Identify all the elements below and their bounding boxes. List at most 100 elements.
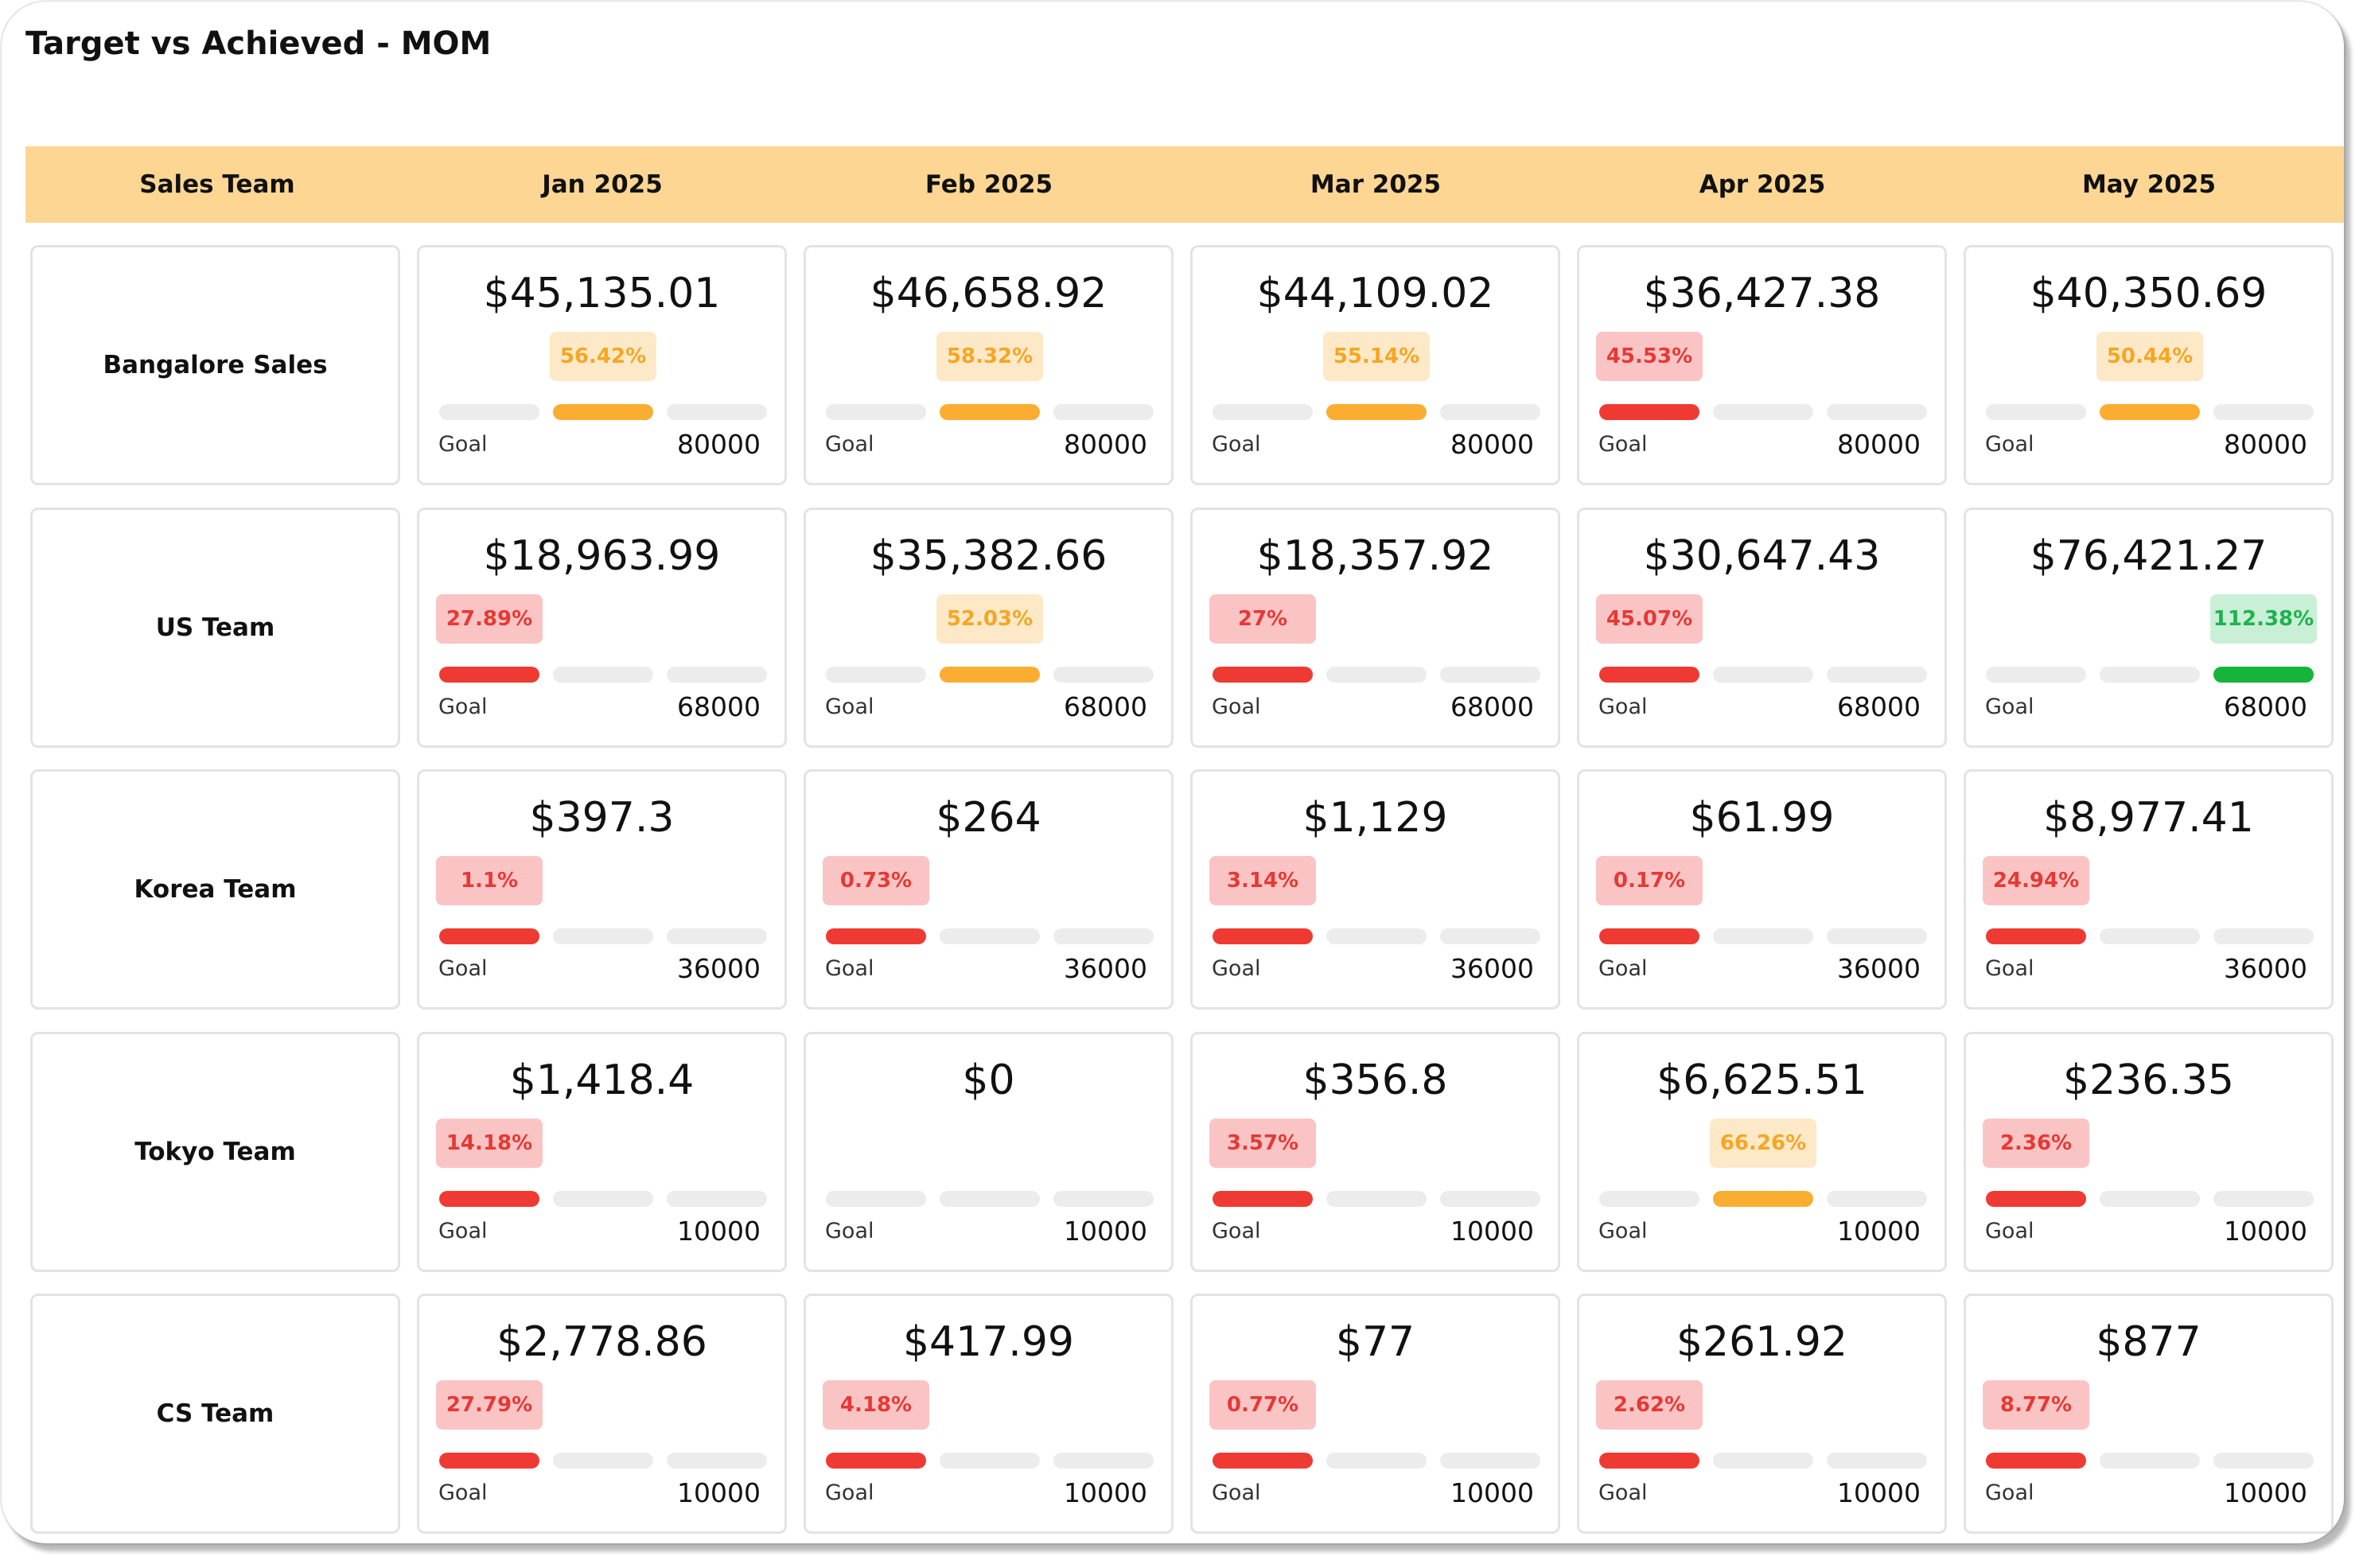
percent-badge: 45.07%: [1596, 594, 1703, 644]
metric-card: $77 0.77% Goal 10000: [1190, 1294, 1560, 1534]
metric-card: $46,658.92 58.32% Goal 80000: [804, 245, 1174, 485]
metric-card: $61.99 0.17% Goal 36000: [1577, 769, 1947, 1010]
progress-segment: [1326, 667, 1427, 683]
progress-segment: [826, 1191, 926, 1207]
progress-segment-active: [1599, 1453, 1699, 1469]
goal-value: 10000: [1064, 1216, 1147, 1247]
metric-card: $44,109.02 55.14% Goal 80000: [1190, 245, 1560, 485]
achieved-amount: $6,625.51: [1656, 1056, 1867, 1104]
achieved-amount: $45,135.01: [483, 270, 721, 317]
goal-value: 80000: [677, 429, 761, 460]
achieved-amount: $77: [1335, 1318, 1415, 1366]
progress-segment: [667, 667, 767, 683]
progress-segment: [1713, 928, 1813, 944]
achieved-amount: $236.35: [2062, 1056, 2235, 1104]
progress-segment: [940, 928, 1040, 944]
progress-segment-active: [439, 1453, 539, 1469]
achieved-amount: $1,418.4: [509, 1056, 695, 1104]
team-name-cell: Tokyo Team: [30, 1032, 400, 1272]
goal-label: Goal: [825, 1480, 874, 1505]
percent-badge: 24.94%: [1983, 856, 2089, 905]
achieved-amount: $0: [962, 1056, 1015, 1104]
metric-card: $30,647.43 45.07% Goal 68000: [1577, 508, 1947, 748]
goal-label: Goal: [1598, 1480, 1648, 1505]
progress-segment: [2100, 1453, 2200, 1469]
goal-value: 80000: [1450, 429, 1534, 460]
achieved-amount: $35,382.66: [870, 532, 1108, 580]
progress-segment: [1827, 1191, 1927, 1207]
progress-segment: [553, 667, 653, 683]
goal-value: 36000: [1064, 953, 1147, 984]
progress-segment: [1053, 928, 1154, 944]
metric-card: $0 Goal 10000: [804, 1032, 1174, 1272]
percent-badge: 0.77%: [1209, 1380, 1316, 1430]
goal-label: Goal: [1598, 695, 1648, 719]
dashboard-panel: Target vs Achieved - MOM Sales Team Jan …: [2, 2, 2344, 1543]
progress-segment: [1053, 667, 1154, 683]
goal-label: Goal: [1985, 1219, 2034, 1243]
percent-badge: 27.89%: [436, 594, 543, 644]
progress-segment-active: [2213, 667, 2314, 683]
percent-badge: 45.53%: [1596, 332, 1703, 381]
goal-value: 10000: [1450, 1216, 1534, 1247]
progress-segment-active: [826, 928, 926, 944]
progress-segment: [1986, 404, 2086, 420]
goal-value: 68000: [677, 691, 761, 722]
goal-label: Goal: [825, 956, 874, 981]
progress-segment-active: [940, 404, 1040, 420]
goal-value: 10000: [1064, 1477, 1147, 1508]
goal-label: Goal: [1212, 432, 1261, 457]
goal-value: 10000: [677, 1477, 761, 1508]
progress-segment-active: [439, 928, 539, 944]
progress-segment: [1326, 1191, 1427, 1207]
progress-segment: [1713, 404, 1813, 420]
metric-card: $6,625.51 66.26% Goal 10000: [1577, 1032, 1947, 1272]
metric-card: $1,129 3.14% Goal 36000: [1190, 769, 1560, 1010]
metric-card: $36,427.38 45.53% Goal 80000: [1577, 245, 1947, 485]
percent-badge: 0.73%: [823, 856, 929, 905]
achieved-amount: $8,977.41: [2043, 794, 2254, 842]
goal-label: Goal: [1985, 432, 2034, 457]
goal-value: 80000: [2224, 429, 2307, 460]
achieved-amount: $30,647.43: [1643, 532, 1881, 580]
progress-segment: [2100, 928, 2200, 944]
achieved-amount: $44,109.02: [1256, 270, 1494, 317]
progress-segment: [667, 928, 767, 944]
goal-value: 10000: [1837, 1477, 1921, 1508]
achieved-amount: $18,357.92: [1256, 532, 1494, 580]
metric-card: $2,778.86 27.79% Goal 10000: [417, 1294, 787, 1534]
progress-segment: [2213, 404, 2314, 420]
metric-card: $45,135.01 56.42% Goal 80000: [417, 245, 787, 485]
progress-segment: [1440, 1453, 1540, 1469]
progress-segment: [1827, 667, 1927, 683]
progress-segment: [1713, 1453, 1813, 1469]
table-header: Sales Team Jan 2025 Feb 2025 Mar 2025 Ap…: [25, 146, 2344, 223]
progress-segment: [667, 404, 767, 420]
achieved-amount: $2,778.86: [496, 1318, 707, 1366]
percent-badge: 27%: [1209, 594, 1316, 644]
team-name-cell: Korea Team: [30, 769, 400, 1010]
goal-value: 68000: [1837, 691, 1921, 722]
goal-value: 80000: [1837, 429, 1921, 460]
percent-badge: 50.44%: [2096, 332, 2203, 381]
goal-value: 10000: [677, 1216, 761, 1247]
achieved-amount: $76,421.27: [2030, 532, 2268, 580]
progress-segment: [553, 1453, 653, 1469]
header-may-2025: May 2025: [2081, 170, 2217, 199]
achieved-amount: $397.3: [529, 794, 675, 842]
achieved-amount: $18,963.99: [483, 532, 721, 580]
progress-segment: [1213, 404, 1313, 420]
goal-label: Goal: [1212, 1219, 1261, 1243]
metric-card: $236.35 2.36% Goal 10000: [1964, 1032, 2334, 1272]
metric-card: $261.92 2.62% Goal 10000: [1577, 1294, 1947, 1534]
header-jan-2025: Jan 2025: [542, 170, 663, 199]
team-name-cell: CS Team: [30, 1294, 400, 1534]
header-sales-team: Sales Team: [139, 170, 295, 199]
metric-card: $1,418.4 14.18% Goal 10000: [417, 1032, 787, 1272]
goal-label: Goal: [1212, 956, 1261, 981]
progress-segment: [553, 1191, 653, 1207]
header-feb-2025: Feb 2025: [925, 170, 1053, 199]
metric-card: $76,421.27 112.38% Goal 68000: [1964, 508, 2334, 748]
progress-segment: [2100, 667, 2200, 683]
progress-segment-active: [553, 404, 653, 420]
